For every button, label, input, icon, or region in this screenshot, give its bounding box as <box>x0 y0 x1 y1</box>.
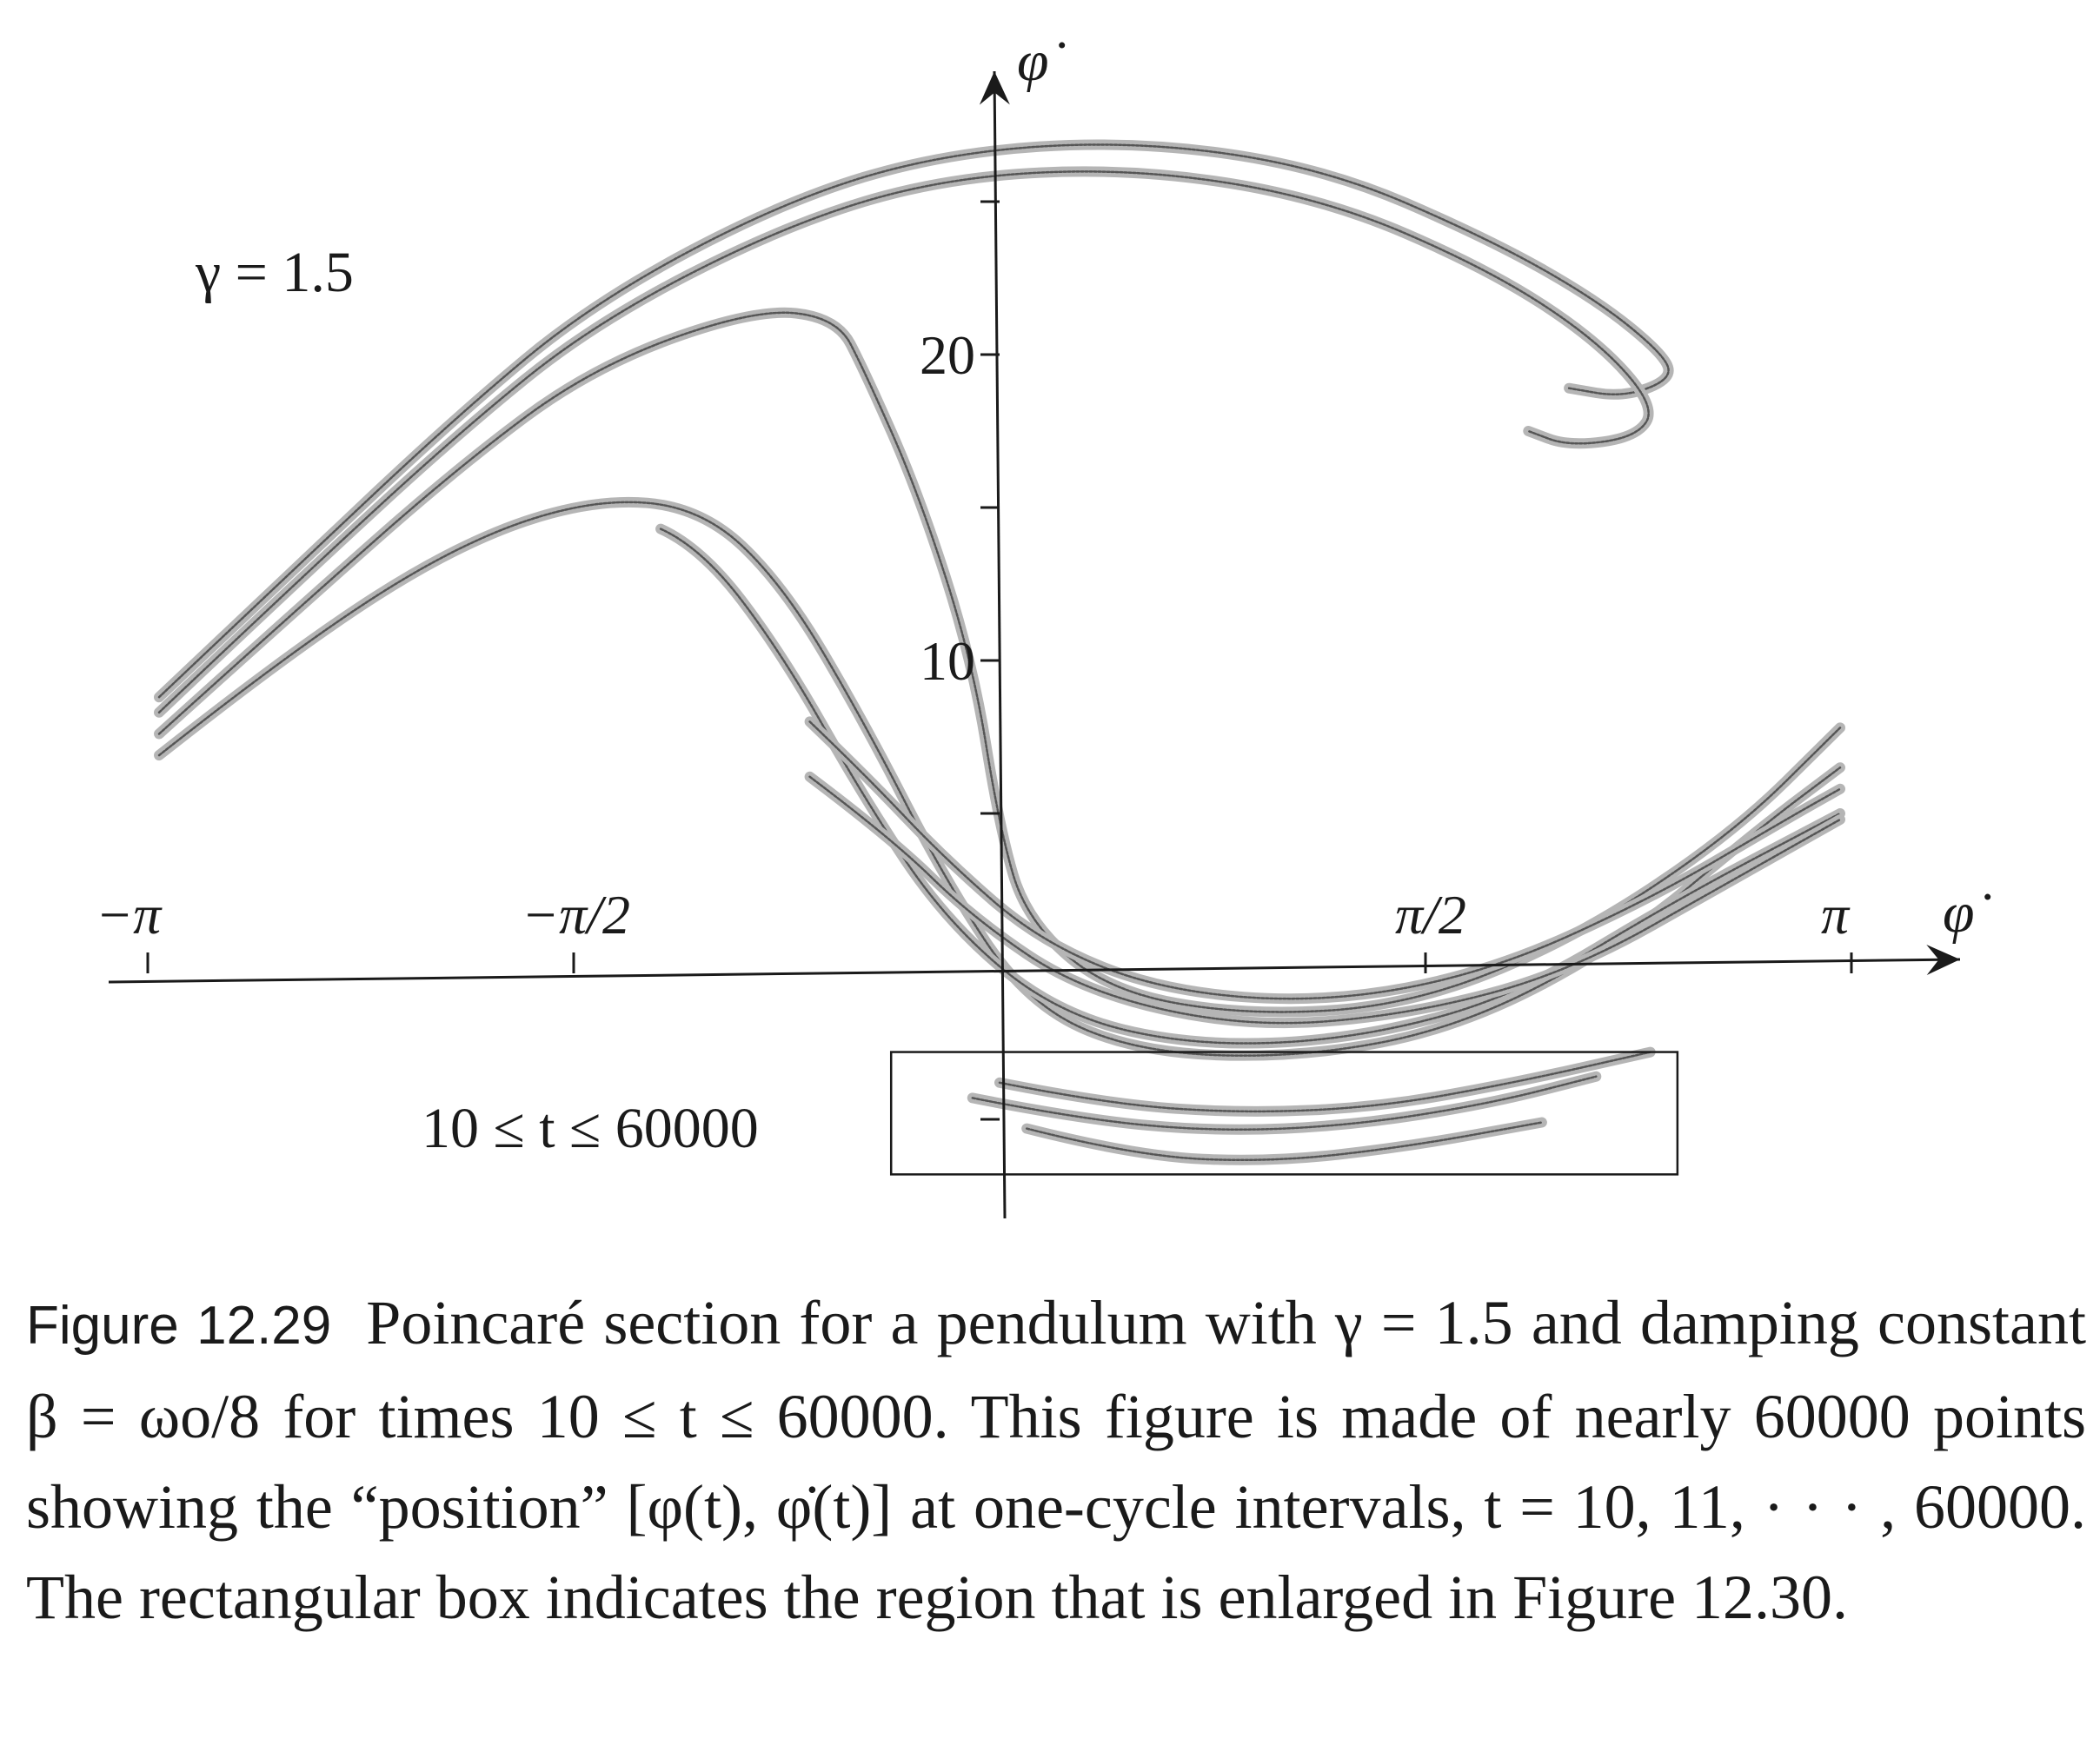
attractor-strand-edge-4 <box>659 528 1842 1045</box>
figure-caption: Figure 12.29 Poincaré section for a pendu… <box>26 1278 2086 1642</box>
attractor-strand-edge-9 <box>1025 1121 1544 1162</box>
axes <box>108 70 1961 1219</box>
attractor-strand-edge-6 <box>808 775 1842 1025</box>
ticks: −π −π/2 π/2 π 10 20 <box>96 200 1853 1121</box>
x-tick-label-3: π <box>1821 884 1851 946</box>
caption-text: Poincaré section for a pendulum with γ =… <box>26 1288 2086 1632</box>
attractor-strand-edge-3 <box>157 501 1842 1057</box>
attractor-strand-1 <box>154 166 1654 718</box>
attractor-strand-edge-5 <box>808 720 1842 1000</box>
x-axis-line <box>108 944 1961 984</box>
attractor-strand-edge-7 <box>971 1075 1598 1132</box>
x-tick-label-2: π/2 <box>1395 884 1466 946</box>
attractor-strand-edge-0 <box>157 143 1670 699</box>
attractor-strand-edge-1 <box>157 170 1650 714</box>
enlarged-region-box <box>889 1051 1679 1176</box>
attractor-strand-edge-8 <box>998 1051 1651 1113</box>
attractor-strand-4 <box>655 523 1845 1049</box>
y-tick-label-1: 20 <box>920 324 975 386</box>
attractor-strand-0 <box>154 139 1674 703</box>
x-tick-label-1: −π/2 <box>522 884 630 946</box>
poincare-section-chart: −π −π/2 π/2 π 10 20 φ̇ φ̇ γ = 1.5 10 ≤ t ≤ 60… <box>96 30 1991 1219</box>
y-tick-label-0: 10 <box>920 630 975 692</box>
x-axis-label: φ̇ <box>1943 881 1991 945</box>
y-axis-label: φ̇ <box>1017 30 1066 93</box>
gamma-annotation: γ = 1.5 <box>195 241 354 304</box>
attractor-strand-edge-2 <box>157 311 1842 1013</box>
y-axis-line <box>979 70 1010 1219</box>
attractor-points <box>154 139 1845 1165</box>
time-range-annotation: 10 ≤ t ≤ 60000 <box>422 1097 759 1160</box>
attractor-strand-8 <box>994 1046 1656 1117</box>
x-tick-label-0: −π <box>96 884 163 946</box>
caption-label: Figure 12.29 <box>26 1296 332 1356</box>
